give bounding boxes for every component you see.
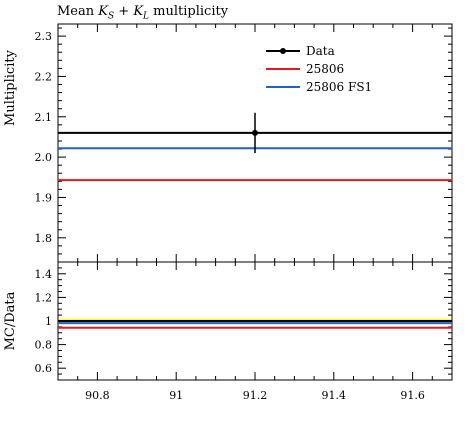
ratio-y-tick-label: 0.6 <box>35 362 53 375</box>
legend-label: 25806 FS1 <box>306 80 372 94</box>
x-tick-label: 90.8 <box>85 389 110 402</box>
x-tick-label: 91 <box>169 389 183 402</box>
ratio-y-tick-label: 1 <box>45 315 52 328</box>
x-tick-label: 91.4 <box>322 389 347 402</box>
ratio-y-tick-label: 1.4 <box>35 268 53 281</box>
main-y-tick-label: 2.3 <box>35 30 53 43</box>
main-y-tick-label: 2.0 <box>35 151 53 164</box>
x-tick-label: 91.6 <box>400 389 425 402</box>
data-point <box>252 129 258 136</box>
ratio-y-tick-label: 1.2 <box>35 291 53 304</box>
legend-marker <box>280 48 286 54</box>
main-y-tick-label: 1.8 <box>35 232 53 245</box>
x-tick-label: 91.2 <box>243 389 268 402</box>
main-y-tick-label: 2.2 <box>35 70 53 83</box>
main-y-tick-label: 2.1 <box>35 111 53 124</box>
chart-title: Mean KS + KL multiplicity <box>57 4 229 22</box>
ratio-y-axis-label: MC/Data <box>3 291 18 350</box>
main-y-axis-label: Multiplicity <box>3 49 18 126</box>
legend-label: Data <box>306 44 335 58</box>
main-y-tick-label: 1.9 <box>35 191 53 204</box>
ratio-y-tick-label: 0.8 <box>35 339 53 352</box>
legend-label: 25806 <box>306 62 344 76</box>
